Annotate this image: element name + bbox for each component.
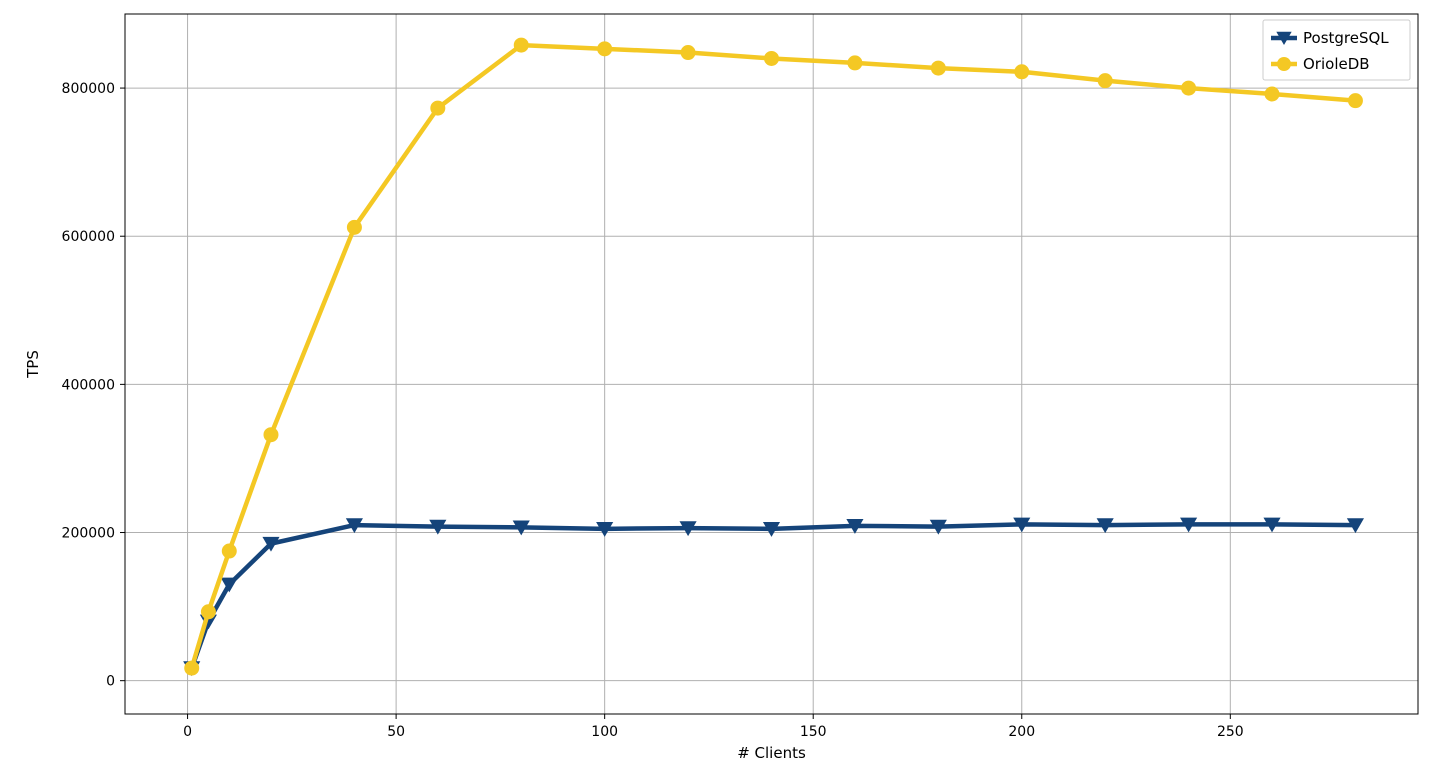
y-tick-label: 200000 bbox=[62, 526, 115, 542]
legend: PostgreSQL OrioleDB bbox=[1263, 20, 1410, 80]
x-tick-label: 150 bbox=[800, 724, 827, 740]
x-axis-label: # Clients bbox=[737, 744, 806, 762]
legend-label: PostgreSQL bbox=[1303, 29, 1389, 47]
x-tick-label: 50 bbox=[387, 724, 405, 740]
x-tick-label: 250 bbox=[1217, 724, 1244, 740]
legend-label: OrioleDB bbox=[1303, 55, 1370, 73]
x-tick-label: 0 bbox=[183, 724, 192, 740]
y-tick-label: 400000 bbox=[62, 377, 115, 393]
y-axis-label: TPS bbox=[24, 350, 42, 379]
y-tick-label: 800000 bbox=[62, 81, 115, 97]
x-tick-label: 200 bbox=[1008, 724, 1035, 740]
y-tick-label: 600000 bbox=[62, 229, 115, 245]
tps-vs-clients-chart: 0 50 100 150 200 250 0 200000 400000 600000 800000… bbox=[0, 0, 1440, 776]
x-tick-label: 100 bbox=[591, 724, 618, 740]
y-tick-label: 0 bbox=[106, 674, 115, 690]
